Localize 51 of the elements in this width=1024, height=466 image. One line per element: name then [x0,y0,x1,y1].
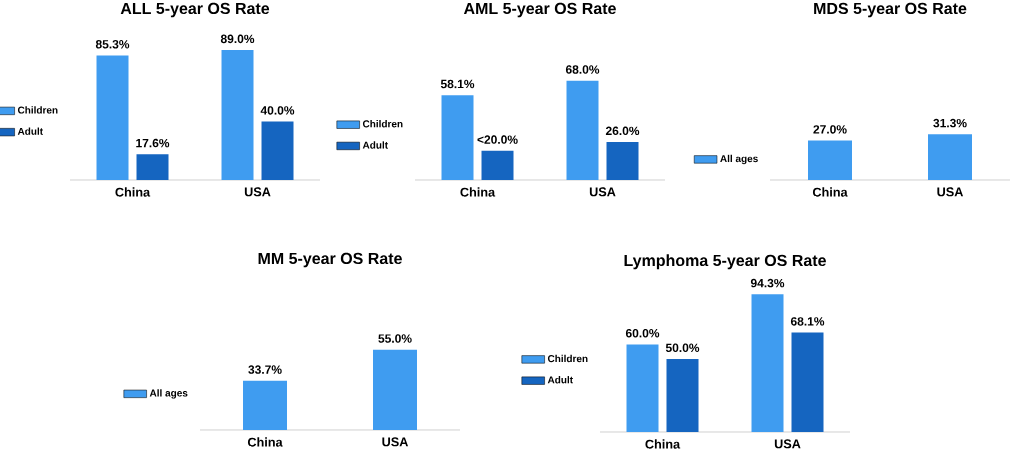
bar [751,294,784,432]
chart-title: ALL 5-year OS Rate [120,2,270,18]
bar [481,150,514,180]
legend-label: Adult [362,141,388,149]
data-label: 94.3% [750,278,785,288]
x-tick-label: USA [382,437,409,447]
bar [606,142,639,180]
legend-label: Adult [17,127,43,135]
bar [136,154,169,180]
bar [96,55,129,180]
x-tick-label: China [115,187,151,197]
data-label: <20.0% [477,135,518,144]
x-tick-label: USA [244,187,271,197]
x-tick-label: USA [589,187,616,197]
chart-title: Lymphoma 5-year OS Rate [624,254,826,270]
data-label: 33.7% [248,365,282,374]
x-tick-label: China [812,187,848,197]
x-tick-label: China [645,439,681,449]
data-label: 85.3% [95,40,130,49]
x-tick-label: China [460,187,496,197]
x-tick-label: USA [937,187,964,197]
x-tick-label: USA [774,439,801,449]
data-label: 50.0% [665,343,700,353]
data-label: 68.1% [790,317,825,326]
x-tick-label: China [247,437,283,447]
data-label: 17.6% [136,138,170,148]
chart-title: AML 5-year OS Rate [463,2,616,18]
bar [791,332,824,432]
legend-label: Children [362,120,403,128]
bar [566,80,599,180]
data-label: 89.0% [220,34,255,44]
data-label: 27.0% [813,125,847,134]
bar [441,95,474,180]
data-label: 31.3% [933,118,967,128]
data-label: 55.0% [378,334,412,343]
legend-label: All ages [720,154,758,165]
legend-label: Children [547,354,588,363]
data-label: 26.0% [605,126,640,136]
data-label: 60.0% [625,328,660,338]
bar [666,358,699,432]
data-label: 58.1% [440,79,475,89]
legend-label: Adult [547,376,573,384]
data-label: 40.0% [260,106,295,115]
data-label: 68.0% [565,65,600,74]
bar [221,50,254,180]
legend-label: Children [17,106,58,114]
bar [626,344,659,432]
legend-label: All ages [149,389,188,399]
chart-title: MM 5-year OS Rate [258,252,402,268]
chart-title: MDS 5-year OS Rate [814,2,967,18]
bar [261,121,294,180]
